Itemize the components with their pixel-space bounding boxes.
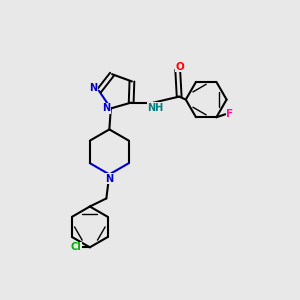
Text: N: N <box>89 83 98 94</box>
Text: O: O <box>176 61 184 72</box>
Text: Cl: Cl <box>70 242 81 252</box>
Text: NH: NH <box>147 103 163 113</box>
Text: F: F <box>226 109 233 119</box>
Text: N: N <box>105 174 113 184</box>
Text: N: N <box>102 103 110 113</box>
